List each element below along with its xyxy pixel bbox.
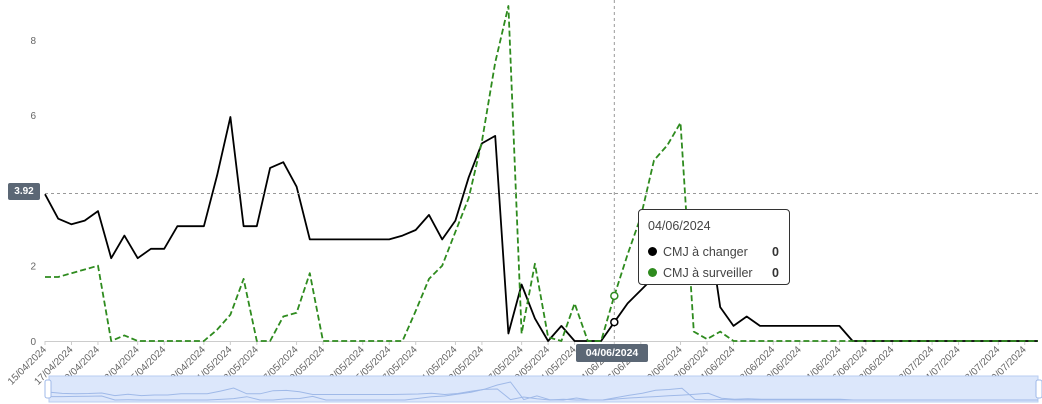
y-tick-label: 2 — [30, 262, 36, 273]
crosshair — [45, 0, 1038, 341]
navigator-series-preview — [49, 381, 1038, 401]
tooltip-row: CMJ à surveiller 0 — [648, 262, 779, 283]
chart-tooltip: 04/06/2024 CMJ à changer 0 CMJ à surveil… — [638, 209, 790, 285]
navigator-right-handle — [1035, 379, 1042, 399]
y-tick-label: 8 — [30, 36, 36, 47]
chart-series — [44, 5, 1038, 342]
series-line-cmj-a-surveiller — [45, 5, 1038, 342]
range-navigator[interactable] — [44, 375, 1042, 403]
tooltip-series-name: CMJ à surveiller — [663, 265, 753, 280]
crosshair-y-value: 3.92 — [8, 183, 40, 200]
tooltip-series-value: 0 — [772, 265, 779, 280]
crosshair-x-date: 04/06/2024 — [576, 344, 648, 362]
hover-point-marker — [610, 291, 619, 301]
series-dot-icon — [648, 268, 657, 277]
y-tick-label: 0 — [30, 337, 36, 348]
tooltip-series-name: CMJ à changer — [663, 244, 748, 259]
navigator-left-handle — [44, 379, 52, 399]
tooltip-date: 04/06/2024 — [648, 219, 711, 233]
series-line-cmj-a-changer — [44, 116, 1038, 342]
tooltip-row: CMJ à changer 0 — [648, 241, 779, 262]
y-tick-label: 6 — [30, 111, 36, 122]
hover-point-marker — [610, 317, 619, 327]
tooltip-series-value: 0 — [772, 244, 779, 259]
series-dot-icon — [648, 247, 657, 256]
